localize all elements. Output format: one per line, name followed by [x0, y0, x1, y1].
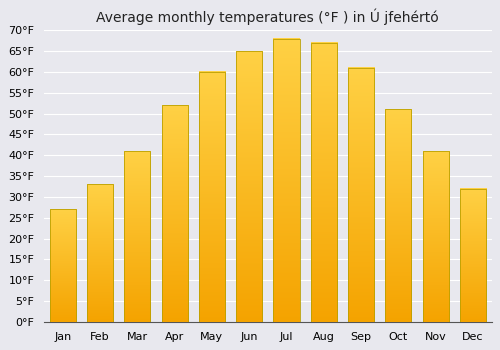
- Title: Average monthly temperatures (°F ) in Ú jfehértó: Average monthly temperatures (°F ) in Ú …: [96, 8, 439, 25]
- Bar: [386, 109, 411, 322]
- Bar: [274, 38, 299, 322]
- Bar: [348, 68, 374, 322]
- Bar: [236, 51, 262, 322]
- Bar: [87, 184, 113, 322]
- Bar: [50, 209, 76, 322]
- Bar: [199, 72, 225, 322]
- Bar: [124, 151, 150, 322]
- Bar: [311, 43, 337, 322]
- Bar: [162, 105, 188, 322]
- Bar: [422, 151, 449, 322]
- Bar: [460, 189, 486, 322]
